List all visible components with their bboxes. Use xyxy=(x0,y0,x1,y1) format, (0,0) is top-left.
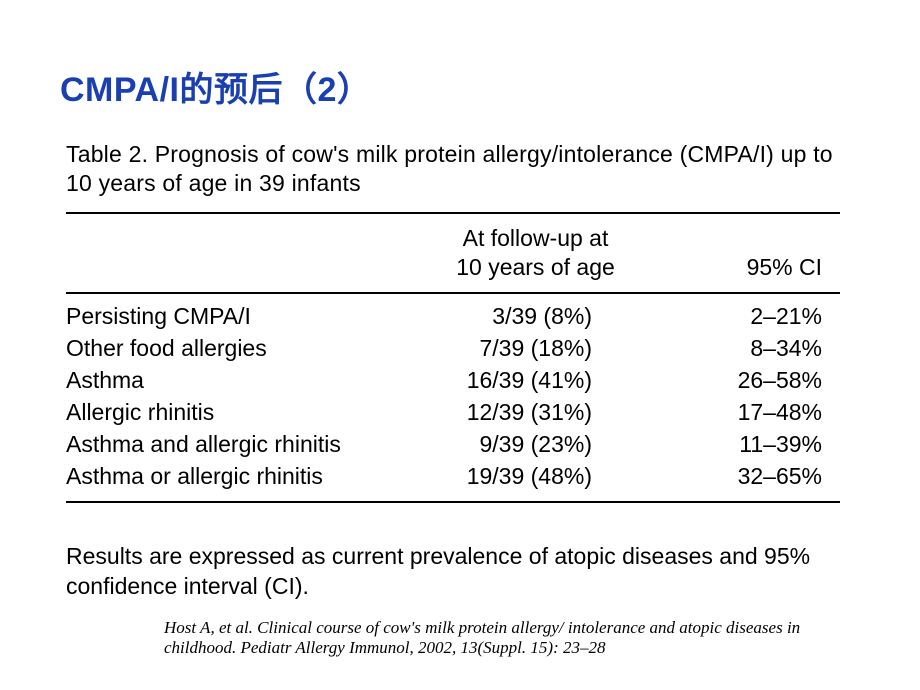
header-line1: At follow-up at xyxy=(463,225,609,251)
table-body: Persisting CMPA/I 3/39 (8%) 2–21% Other … xyxy=(66,294,840,501)
row-label: Asthma or allergic rhinitis xyxy=(66,460,401,492)
table-row: Persisting CMPA/I 3/39 (8%) 2–21% xyxy=(66,300,840,332)
table-caption: Table 2. Prognosis of cow's milk protein… xyxy=(66,140,840,198)
row-value: 16/39 (41%) xyxy=(401,364,670,396)
table-header-row: At follow-up at 10 years of age 95% CI xyxy=(66,214,840,292)
table-header-empty xyxy=(66,224,401,282)
row-value: 19/39 (48%) xyxy=(401,460,670,492)
row-value: 12/39 (31%) xyxy=(401,396,670,428)
row-ci: 17–48% xyxy=(670,396,840,428)
row-ci: 2–21% xyxy=(670,300,840,332)
table-rule-bottom xyxy=(66,501,840,503)
table-footnote: Results are expressed as current prevale… xyxy=(66,542,840,602)
row-value: 9/39 (23%) xyxy=(401,428,670,460)
row-ci: 8–34% xyxy=(670,332,840,364)
title-prefix: CMPA/I xyxy=(60,71,179,109)
row-label: Asthma and allergic rhinitis xyxy=(66,428,401,460)
row-value: 3/39 (8%) xyxy=(401,300,670,332)
header-line2: 10 years of age xyxy=(456,254,615,280)
row-label: Asthma xyxy=(66,364,401,396)
table-header-followup: At follow-up at 10 years of age xyxy=(401,224,670,282)
row-label: Allergic rhinitis xyxy=(66,396,401,428)
table-row: Asthma or allergic rhinitis 19/39 (48%) … xyxy=(66,460,840,492)
table-row: Allergic rhinitis 12/39 (31%) 17–48% xyxy=(66,396,840,428)
row-ci: 32–65% xyxy=(670,460,840,492)
table-row: Asthma 16/39 (41%) 26–58% xyxy=(66,364,840,396)
slide: CMPA/I的预后（2） Table 2. Prognosis of cow's… xyxy=(0,0,920,690)
row-label: Persisting CMPA/I xyxy=(66,300,401,332)
row-ci: 26–58% xyxy=(670,364,840,396)
citation: Host A, et al. Clinical course of cow's … xyxy=(164,618,860,657)
row-value: 7/39 (18%) xyxy=(401,332,670,364)
table-header-ci: 95% CI xyxy=(670,253,840,282)
table-row: Other food allergies 7/39 (18%) 8–34% xyxy=(66,332,840,364)
slide-title: CMPA/I的预后（2） xyxy=(60,62,371,111)
table-row: Asthma and allergic rhinitis 9/39 (23%) … xyxy=(66,428,840,460)
row-label: Other food allergies xyxy=(66,332,401,364)
table: At follow-up at 10 years of age 95% CI P… xyxy=(66,212,840,503)
row-ci: 11–39% xyxy=(670,428,840,460)
title-suffix: 的预后（2） xyxy=(179,71,371,109)
